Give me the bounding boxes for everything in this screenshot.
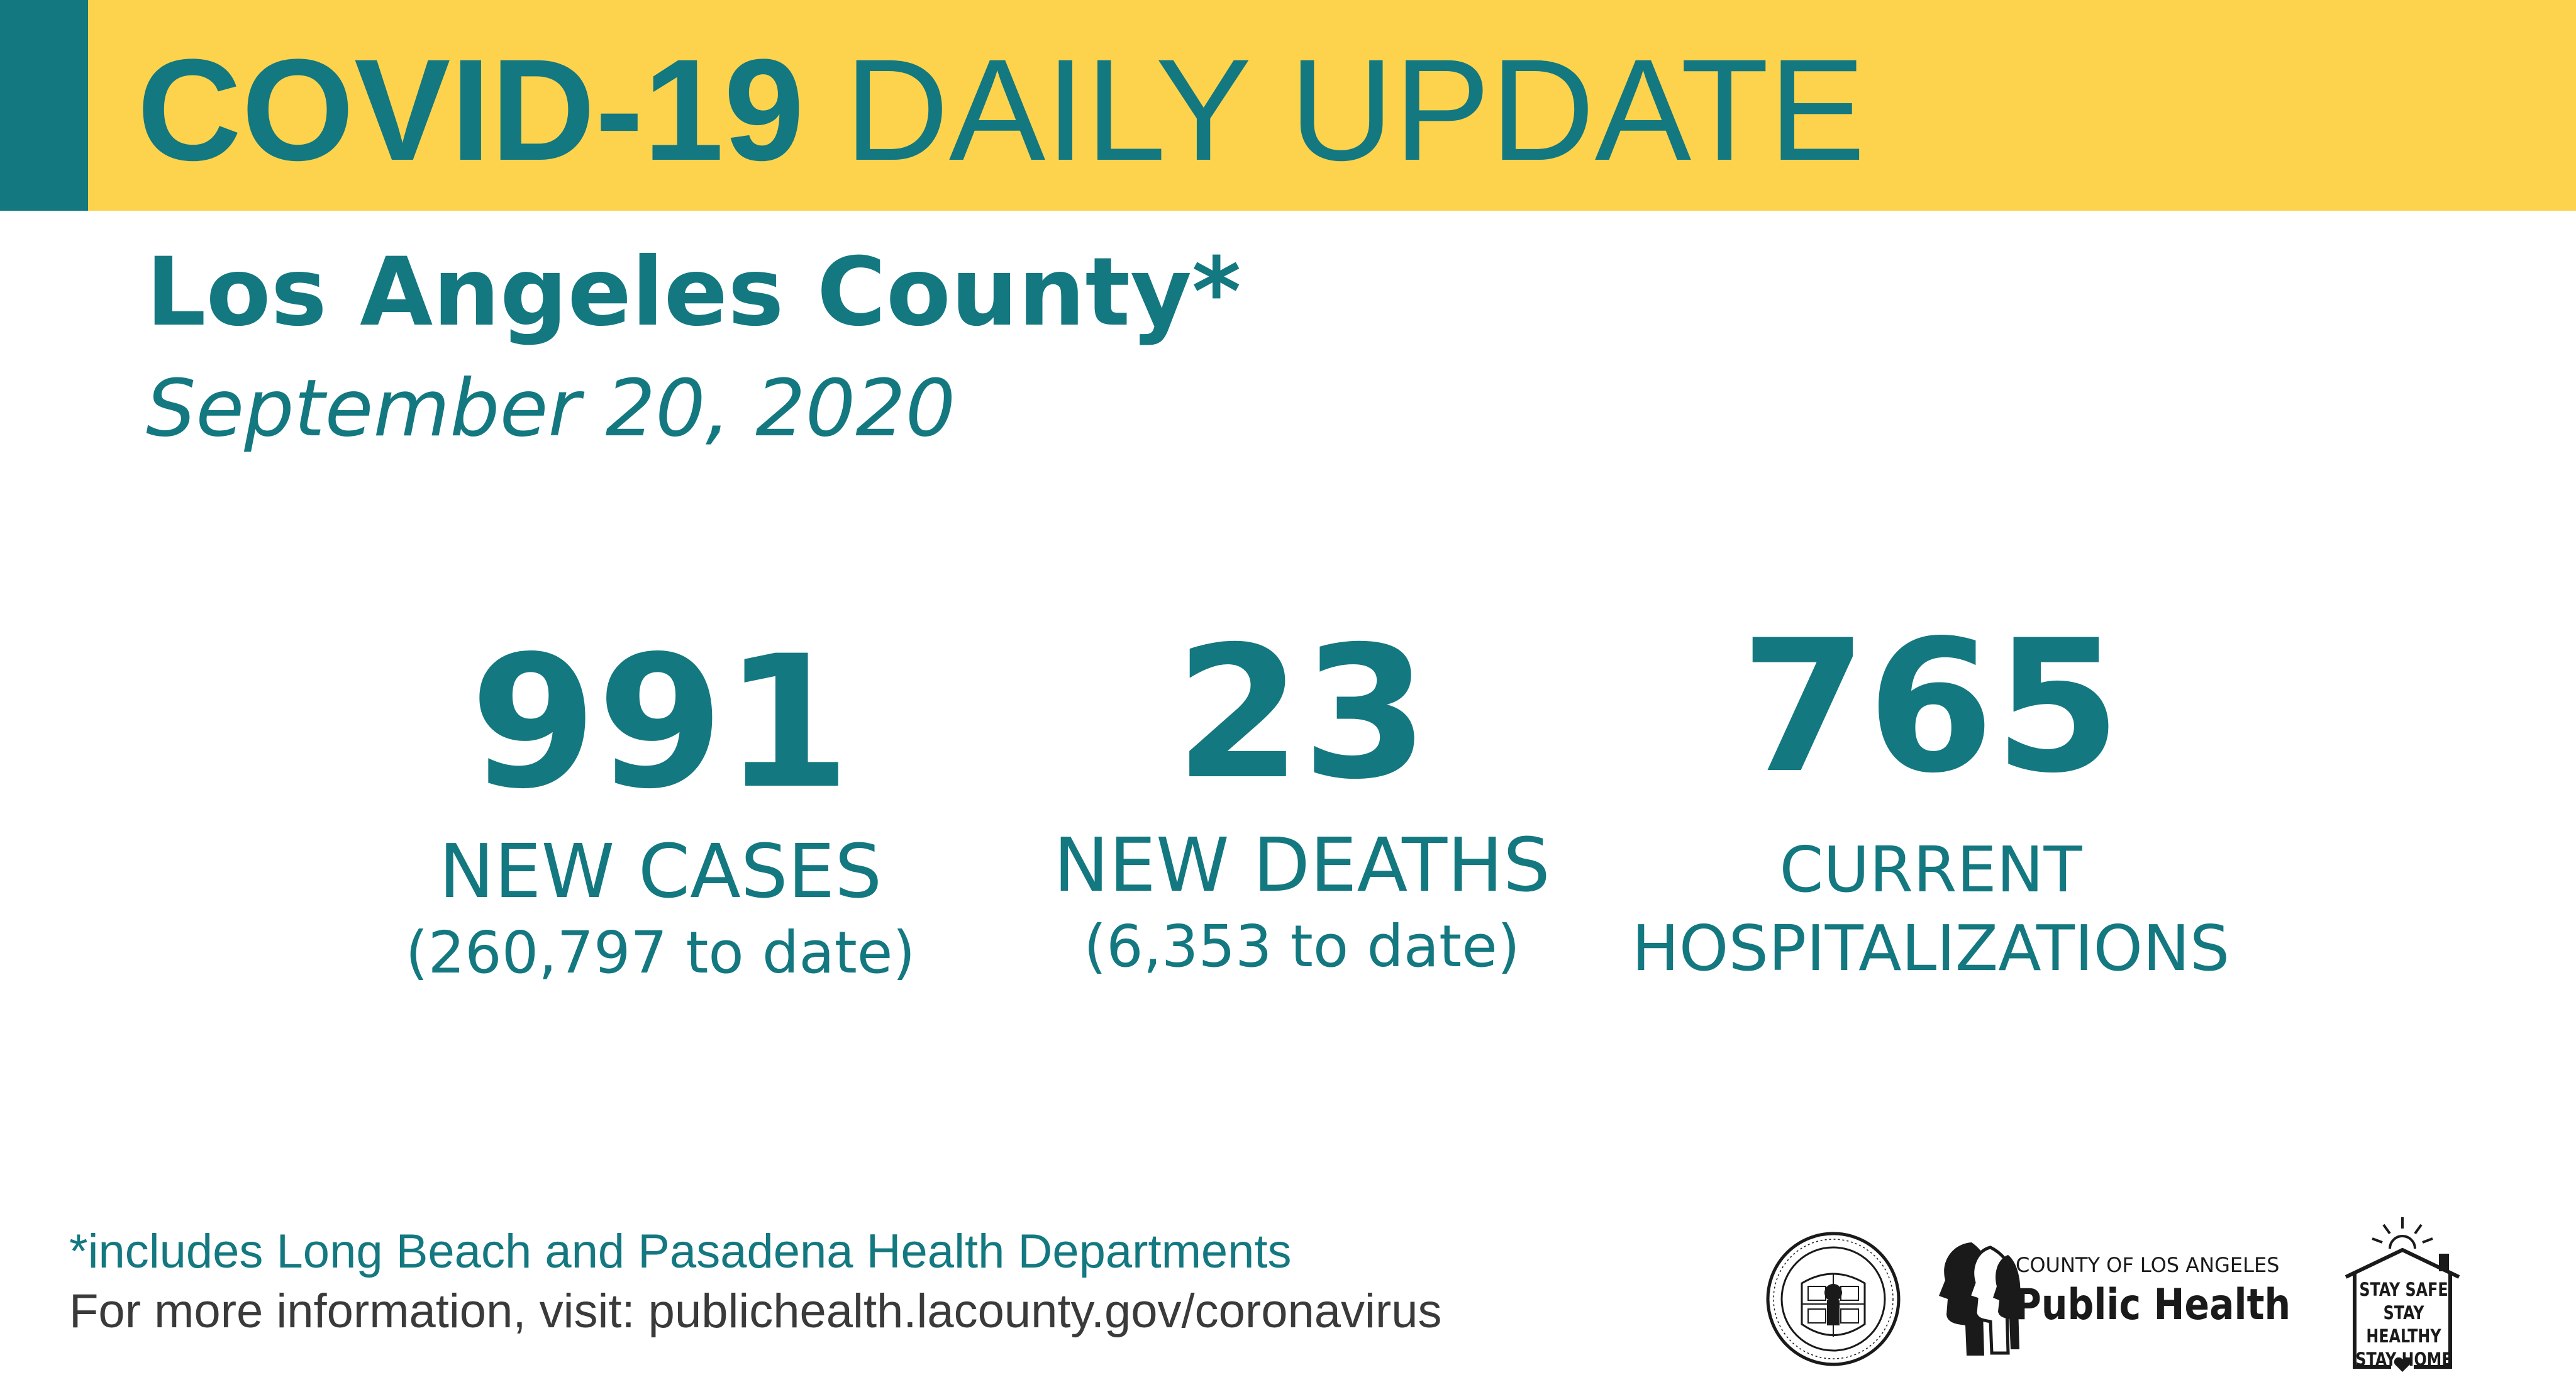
cases-to-date: (260,797 to date) <box>405 919 916 986</box>
info-link-text: For more information, visit: publichealt… <box>69 1285 1442 1338</box>
public-health-name: Public Health <box>2014 1280 2291 1330</box>
footnote: *includes Long Beach and Pasadena Health… <box>69 1225 1292 1278</box>
county-seal-icon <box>1766 1232 1901 1366</box>
hospitalizations-value: 765 <box>1740 601 2121 813</box>
banner-title-daily-update: DAILY UPDATE <box>844 29 1866 191</box>
new-deaths-value: 23 <box>1175 608 1429 820</box>
new-cases-value: 991 <box>470 617 851 829</box>
house-sun-icon <box>2345 1217 2460 1372</box>
new-cases-label: NEW CASES <box>438 828 882 915</box>
county-heading: Los Angeles County* <box>146 238 1241 347</box>
stat-new-cases: 991 NEW CASES (260,797 to date) <box>377 629 943 994</box>
public-health-heads-icon <box>1939 1242 2021 1356</box>
new-deaths-label: NEW DEATHS <box>1053 822 1550 908</box>
title-banner <box>0 0 2576 211</box>
stay-safe-line: STAY SAFE <box>2359 1279 2448 1300</box>
banner-title-covid: COVID-19 <box>137 29 804 191</box>
public-health-logo: COUNTY OF LOS ANGELES Public Health <box>1928 1236 2318 1362</box>
stay-safe-text: STAY SAFE STAY HEALTHY STAY HOME <box>2344 1278 2463 1371</box>
stay-healthy-line: STAY HEALTHY <box>2366 1302 2441 1347</box>
deaths-to-date: (6,353 to date) <box>1084 913 1520 980</box>
stat-new-deaths: 23 NEW DEATHS (6,353 to date) <box>1019 620 1585 988</box>
banner-accent-bar <box>0 0 88 211</box>
report-date: September 20, 2020 <box>146 363 956 454</box>
stay-home-line: STAY HOME <box>2355 1349 2452 1370</box>
public-health-county-line: COUNTY OF LOS ANGELES <box>2016 1253 2280 1277</box>
stat-current-hospitalizations: 765 CURRENT HOSPITALIZATIONS <box>1610 613 2251 988</box>
banner-title: COVID-19 DAILY UPDATE <box>137 38 1865 182</box>
hospitalizations-label-line1: CURRENT <box>1779 833 2082 906</box>
hospitalizations-label-line2: HOSPITALIZATIONS <box>1631 911 2230 985</box>
